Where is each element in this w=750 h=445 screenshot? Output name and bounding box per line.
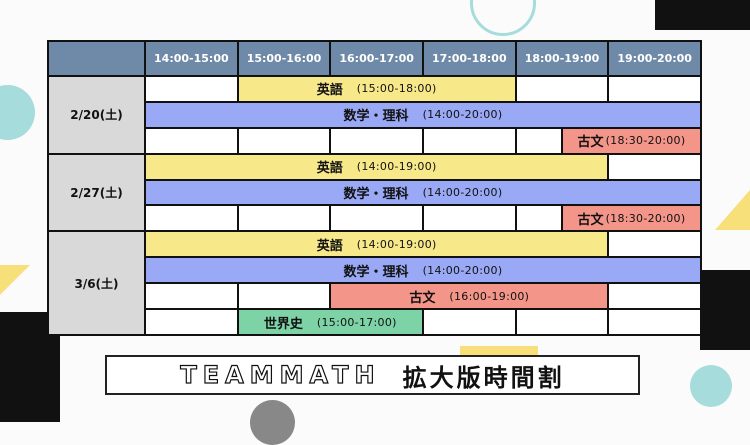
class-block: 数学・理科 (14:00-20:00)	[146, 258, 700, 283]
empty-slot	[423, 310, 515, 334]
empty-slot	[609, 154, 700, 179]
class-time: (18:30-20:00)	[605, 134, 686, 148]
title-latin: TEAMMATH	[180, 360, 381, 389]
class-time: (14:00-20:00)	[422, 108, 503, 122]
class-subject: 古文	[577, 135, 604, 151]
class-block: 英語 (14:00-19:00)	[146, 154, 608, 179]
class-subject: 英語	[316, 238, 343, 254]
decor-ring-top	[470, 0, 536, 36]
date-label: 2/20(土)	[49, 77, 144, 153]
header-time-slot: 17:00-18:00	[423, 42, 515, 75]
class-block: 世界史 (15:00-17:00)	[238, 310, 422, 334]
decor-circle-bottom-right	[690, 365, 732, 407]
class-time: (14:00-19:00)	[356, 237, 437, 251]
empty-slot	[331, 206, 422, 231]
empty-slot	[238, 206, 330, 231]
empty-slot	[146, 310, 237, 334]
class-block: 英語 (14:00-19:00)	[146, 232, 608, 257]
empty-slot	[609, 284, 700, 309]
decor-triangle-right	[715, 190, 750, 230]
date-label: 2/27(土)	[49, 154, 144, 231]
decor-yellow-bar	[460, 346, 538, 356]
class-time: (15:00-18:00)	[356, 82, 437, 96]
class-time: (14:00-20:00)	[422, 186, 503, 200]
empty-slot	[146, 284, 237, 309]
decor-black-block-right	[700, 270, 750, 350]
class-time: (18:30-20:00)	[605, 211, 686, 225]
empty-slot	[238, 128, 330, 153]
empty-slot	[423, 206, 515, 231]
empty-slot	[516, 128, 561, 153]
empty-slot	[609, 77, 700, 101]
class-subject: 数学・理科	[343, 264, 409, 280]
timetable: 14:00-15:00 15:00-16:00 16:00-17:00 17:00-1…	[47, 40, 702, 336]
header-time-slot: 19:00-20:00	[609, 42, 700, 75]
header-time-slot: 18:00-19:00	[516, 42, 608, 75]
class-subject: 世界史	[263, 316, 303, 332]
empty-slot	[609, 310, 700, 334]
empty-slot	[516, 310, 608, 334]
empty-slot	[423, 128, 515, 153]
class-block: 英語 (15:00-18:00)	[238, 77, 515, 101]
class-time: (16:00-19:00)	[449, 289, 530, 303]
empty-slot	[609, 232, 700, 257]
empty-slot	[146, 206, 237, 231]
empty-slot	[516, 77, 608, 101]
page-title: TEAMMATH 拡大版時間割	[105, 355, 640, 395]
empty-slot	[238, 284, 330, 309]
class-subject: 数学・理科	[343, 187, 409, 203]
class-subject: 数学・理科	[343, 109, 409, 125]
class-subject: 英語	[316, 161, 343, 177]
class-block: 古文 (18:30-20:00)	[562, 128, 700, 153]
class-time: (14:00-20:00)	[422, 263, 503, 277]
date-label: 3/6(土)	[49, 232, 144, 334]
class-time: (14:00-19:00)	[356, 160, 437, 174]
header-time-slot: 14:00-15:00	[146, 42, 237, 75]
class-subject: 英語	[316, 83, 343, 99]
empty-slot	[146, 128, 237, 153]
header-time-slot: 16:00-17:00	[331, 42, 422, 75]
class-subject: 古文	[577, 212, 604, 228]
empty-slot	[146, 77, 237, 101]
decor-yellow-left	[0, 265, 30, 295]
title-japanese: 拡大版時間割	[402, 363, 565, 392]
empty-slot	[331, 128, 422, 153]
class-block: 古文 (16:00-19:00)	[331, 284, 608, 309]
decor-circle-left	[0, 85, 35, 140]
class-time: (15:00-17:00)	[316, 315, 397, 329]
class-block: 古文 (18:30-20:00)	[562, 206, 700, 231]
header-corner	[49, 42, 144, 75]
class-block: 数学・理科 (14:00-20:00)	[146, 180, 700, 205]
empty-slot	[516, 206, 561, 231]
header-time-slot: 15:00-16:00	[238, 42, 330, 75]
class-subject: 古文	[409, 290, 436, 306]
decor-black-block-top-right	[655, 0, 750, 30]
class-block: 数学・理科 (14:00-20:00)	[146, 102, 700, 127]
decor-gray-circle	[250, 400, 295, 445]
